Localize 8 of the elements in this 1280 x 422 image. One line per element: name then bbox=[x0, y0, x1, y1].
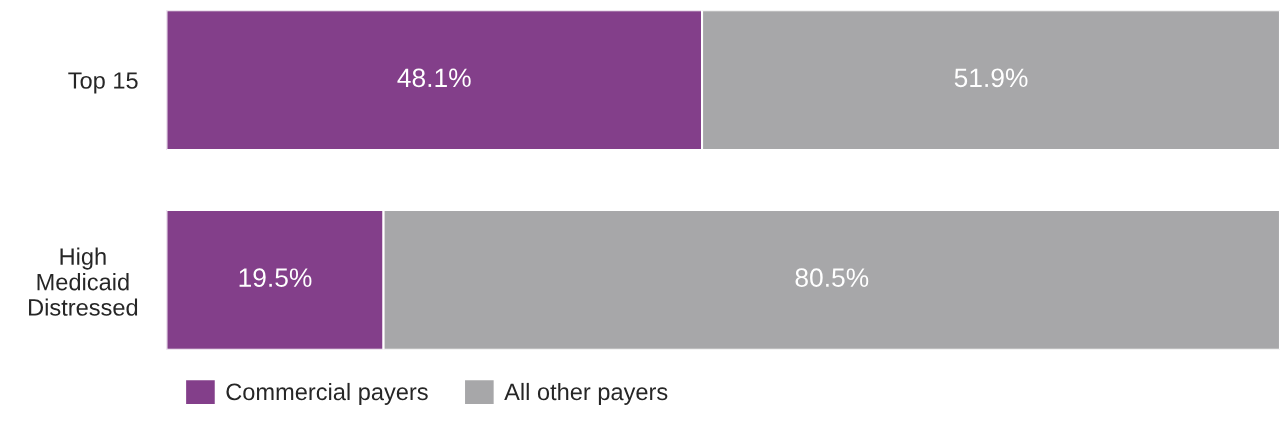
data-label: 51.9% bbox=[954, 68, 1028, 88]
data-label: 19.5% bbox=[239, 268, 312, 287]
legend-label: All other payers bbox=[504, 382, 668, 405]
y-tick-label: Top 15 bbox=[68, 72, 138, 94]
data-label: 48.1% bbox=[397, 68, 471, 88]
legend-label: Commercial payers bbox=[226, 382, 428, 405]
data-label: 80.5% bbox=[795, 268, 869, 287]
y-tick-label: High Medicaid Distressed bbox=[29, 247, 138, 316]
